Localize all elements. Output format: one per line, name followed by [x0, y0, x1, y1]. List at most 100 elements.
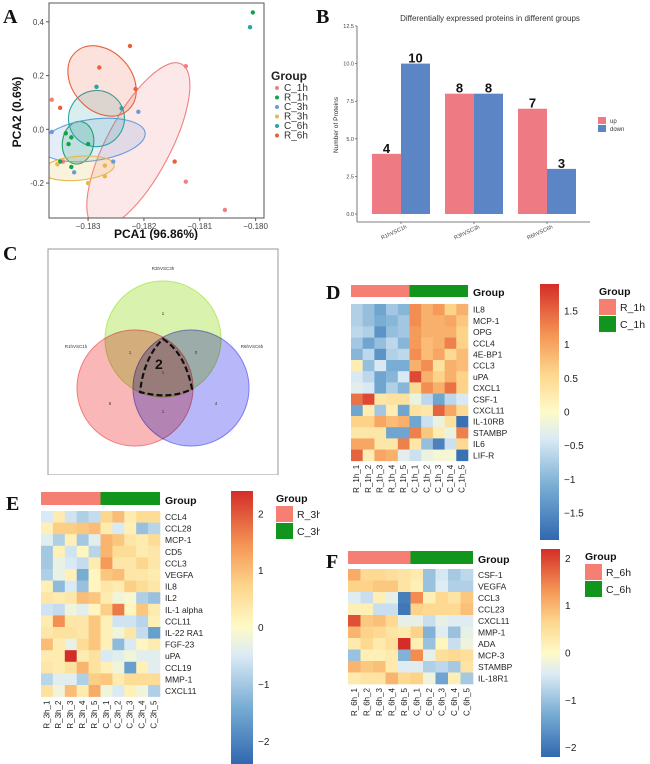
- row-label: IL-10RB: [473, 417, 505, 427]
- column-label: R_1h_1: [352, 464, 361, 493]
- heatmap-cell: [112, 569, 125, 581]
- group-legend-swatch-c-3h: [276, 523, 293, 539]
- heatmap-cell: [360, 661, 374, 673]
- heatmap-cell: [448, 649, 461, 662]
- heatmap-cell: [148, 603, 161, 616]
- heatmap-cell: [148, 661, 161, 674]
- heatmap-cell: [386, 382, 399, 394]
- heatmap-cell: [348, 615, 361, 627]
- heatmap-cell: [64, 615, 77, 628]
- pca-ellipses: [49, 45, 191, 218]
- heatmap-cell: [423, 569, 436, 581]
- point-c-1h: [183, 63, 189, 69]
- heatmap-cell: [100, 580, 113, 593]
- heatmap-cell: [397, 326, 410, 338]
- heatmap-cell: [409, 371, 422, 383]
- heatmap-cell: [88, 592, 101, 605]
- heatmap-cell: [351, 382, 363, 394]
- heatmap-cell: [64, 661, 77, 674]
- heatmap-cell: [423, 638, 436, 650]
- heatmap-cell: [124, 511, 137, 523]
- row-label: CCL4: [473, 338, 495, 348]
- y-tick-label: 2.5: [346, 174, 354, 180]
- point-c-1h: [49, 97, 54, 102]
- bar-value-label: 10: [408, 51, 422, 66]
- heatmap-cell: [373, 569, 386, 581]
- heatmap-cell: [100, 673, 113, 686]
- x-tick-label: R6hVSC6h: [526, 224, 553, 240]
- color-scale-tick: 0.5: [564, 374, 578, 385]
- point-r-6h: [172, 159, 177, 164]
- heatmap-cell: [435, 638, 449, 650]
- heatmap-cell: [409, 304, 422, 316]
- column-label: C_1h_1: [411, 464, 420, 493]
- column-label: C_6h_3: [437, 687, 446, 716]
- heatmap-cell: [112, 522, 125, 535]
- heatmap-cell: [456, 337, 469, 350]
- row-label: CCL11: [165, 616, 191, 626]
- heatmap-cell: [421, 438, 434, 450]
- heatmap-cell: [88, 673, 101, 686]
- heatmap-cell: [351, 348, 363, 361]
- heatmap-cell: [112, 511, 125, 523]
- heatmap-cell: [362, 304, 375, 316]
- heatmap-cell: [456, 360, 469, 372]
- y-tick-label: 0.4: [33, 18, 45, 27]
- heatmap-cell: [423, 615, 436, 627]
- heatmap-cell: [41, 615, 54, 628]
- heatmap-cell: [374, 337, 387, 350]
- heatmap-cell: [398, 649, 411, 662]
- heatmap-cell: [41, 673, 54, 686]
- heatmap-cell: [432, 449, 445, 462]
- heatmap-cell: [423, 649, 436, 662]
- point-r-1h: [250, 10, 256, 15]
- heatmap-cell: [351, 315, 363, 327]
- legend-swatch-up: [598, 117, 606, 124]
- heatmap-cell: [435, 569, 449, 581]
- heatmap-cell: [76, 627, 89, 639]
- heatmap-cell: [444, 304, 457, 316]
- heatmap-cell: [41, 650, 54, 663]
- heatmap-cell: [112, 638, 125, 651]
- heatmap-cell: [385, 626, 399, 639]
- heatmap-cell: [460, 661, 474, 673]
- heatmap-cell: [124, 627, 137, 639]
- panel-letter-a: A: [3, 6, 18, 28]
- row-label: ADA: [478, 639, 496, 649]
- heatmap-cell: [456, 404, 469, 417]
- row-label: MMP-1: [165, 674, 193, 684]
- heatmap-cell: [148, 685, 161, 697]
- heatmap-cell: [136, 685, 149, 697]
- heatmap-cell: [76, 569, 89, 581]
- heatmap-cell: [362, 393, 375, 406]
- heatmap-cell: [100, 545, 113, 558]
- group-legend-label: R_3h: [297, 509, 320, 521]
- heatmap-cell: [410, 661, 424, 673]
- legend-label: C_6h: [284, 121, 308, 132]
- heatmap-cell: [52, 685, 66, 697]
- heatmap-cell: [385, 661, 399, 673]
- heatmap-cell: [421, 404, 434, 417]
- y-tick-label: 0.2: [33, 72, 45, 81]
- heatmap-cell: [124, 569, 137, 581]
- row-label: IL-18R1: [478, 673, 509, 683]
- annotation-title: Group: [473, 287, 505, 299]
- heatmap-cell: [76, 592, 89, 605]
- bar-value-label: 8: [456, 81, 463, 96]
- ellipse-c-3h: [49, 117, 146, 163]
- heatmap-cell: [398, 661, 411, 673]
- heatmap-cell: [410, 615, 424, 627]
- heatmap-cell: [76, 545, 89, 558]
- pca-y-axis-label: PCA2 (0.6%): [10, 77, 24, 148]
- heatmap-cell: [460, 569, 474, 581]
- point-c-6h: [94, 84, 99, 90]
- heatmap-cell: [397, 393, 410, 406]
- heatmap-cell: [88, 638, 101, 651]
- heatmap-cell: [386, 416, 399, 428]
- heatmap-cell: [112, 603, 125, 616]
- color-scale-tick: 0: [565, 649, 571, 660]
- heatmap-cell: [410, 626, 424, 639]
- heatmap-cell: [136, 522, 149, 535]
- heatmap-cell: [444, 449, 457, 462]
